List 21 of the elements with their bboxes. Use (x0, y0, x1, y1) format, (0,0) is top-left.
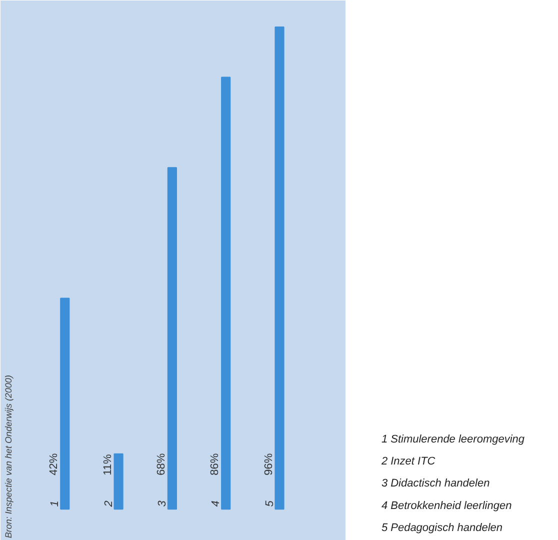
x-tick-label: 3 (156, 500, 168, 507)
text: 4 Betrokkenheid leerlingen (381, 500, 512, 512)
bar (221, 76, 231, 510)
data-label: 42% (48, 453, 60, 476)
text: 2 Inzet ITC (380, 455, 436, 468)
text: Bron: Inspectie van het Onderwijs (2000) (4, 374, 14, 538)
bar (114, 453, 124, 510)
data-label: 11% (102, 454, 114, 476)
x-tick-label: 2 (102, 500, 115, 508)
data-label: 86% (209, 453, 222, 476)
x-tick-label: 1 (49, 500, 62, 507)
data-label: 96% (262, 453, 275, 476)
bar (60, 298, 70, 510)
x-tick-label: 5 (264, 500, 276, 507)
x-tick-label: 4 (210, 500, 222, 507)
data-label: 68% (155, 453, 168, 476)
bar (167, 167, 177, 510)
bar (274, 26, 284, 510)
text: 5 Pedagogisch handelen (381, 522, 503, 534)
text: 1 Stimulerende leeromgeving (381, 433, 526, 446)
text: 3 Didactisch handelen (381, 478, 490, 490)
